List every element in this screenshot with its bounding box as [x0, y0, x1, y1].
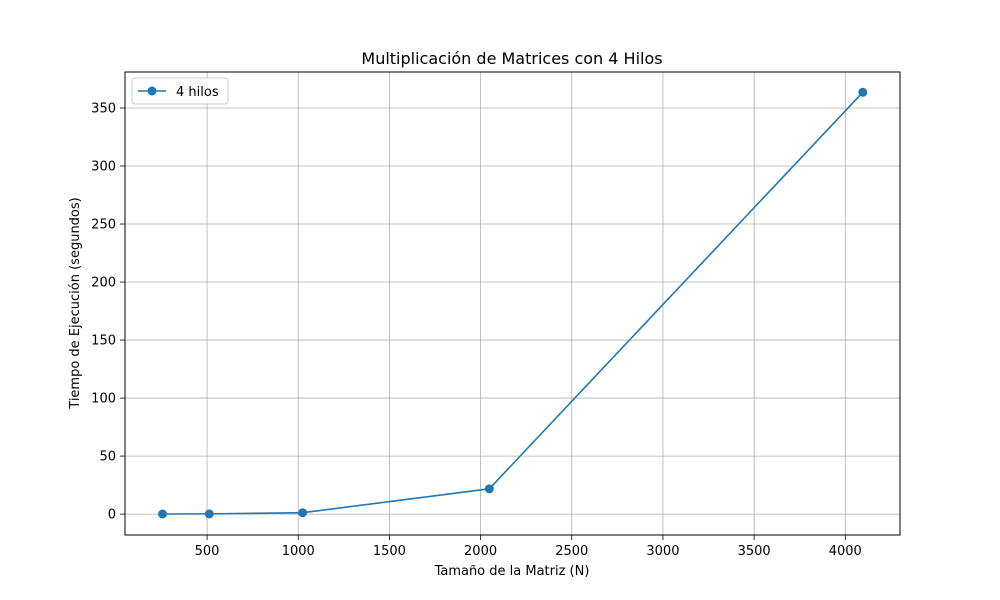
y-axis-label: Tiempo de Ejecución (segundos) [68, 197, 83, 409]
data-point [298, 508, 308, 518]
data-point [204, 509, 214, 519]
x-tick-label: 3000 [646, 544, 679, 559]
data-point [484, 484, 494, 494]
series-layer [158, 87, 868, 519]
y-tick-label: 350 [91, 101, 116, 116]
legend-box [131, 77, 229, 105]
y-tick-label: 50 [99, 450, 116, 465]
y-tick-label: 150 [91, 334, 116, 349]
data-point [858, 87, 868, 97]
y-tick-label: 100 [91, 392, 116, 407]
y-tick-label: 0 [108, 508, 116, 523]
x-tick-label: 2000 [464, 544, 497, 559]
y-tick-label: 250 [91, 218, 116, 233]
x-tick-label: 3500 [738, 544, 771, 559]
legend-entry-label: 4 hilos [176, 85, 219, 100]
plot-area-frame [124, 71, 901, 536]
y-tick-label: 200 [91, 276, 116, 291]
legend: 4 hilos [131, 77, 229, 105]
x-tick-label: 1000 [282, 544, 315, 559]
legend-marker-swatch [147, 86, 157, 96]
x-tick-label: 4000 [829, 544, 862, 559]
x-tick-label: 2500 [555, 544, 588, 559]
chart-title: Multiplicación de Matrices con 4 Hilos [361, 49, 662, 68]
data-point [158, 509, 168, 519]
axis-ticks: 500 1000 1500 2000 2500 3000 3500 4000 0 50 100 150… [91, 101, 862, 559]
x-tick-label: 500 [195, 544, 220, 559]
x-tick-label: 1500 [373, 544, 406, 559]
y-tick-label: 300 [91, 159, 116, 174]
x-axis-label: Tamaño de la Matriz (N) [434, 564, 590, 579]
